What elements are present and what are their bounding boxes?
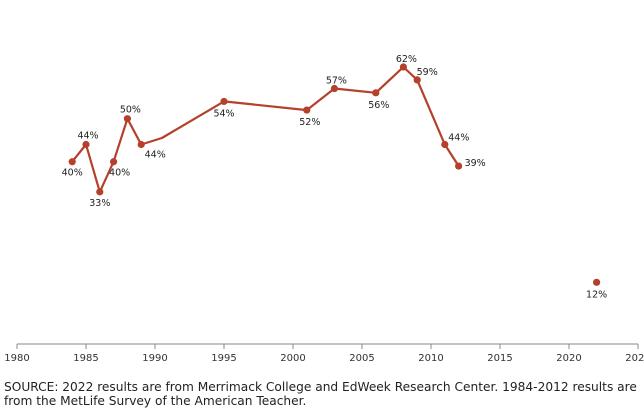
data-label: 62%	[396, 54, 417, 65]
data-point	[110, 158, 118, 166]
line-chart: 40% 44% 33% 40% 50% 44% 54% 52% 57% 56% 62%59% 44% 3…	[4, 54, 644, 364]
data-label: 59%	[417, 67, 438, 78]
data-label: 52%	[299, 117, 320, 128]
x-tick-label: 1985	[73, 353, 98, 364]
x-tick-label: 2010	[418, 353, 443, 364]
data-point	[372, 89, 380, 97]
data-point	[441, 140, 449, 149]
data-point	[399, 63, 407, 71]
data-point	[137, 140, 145, 149]
data-point	[593, 278, 601, 286]
data-point	[303, 106, 311, 114]
data-point	[330, 84, 338, 93]
x-tick-label: 1980	[4, 353, 29, 364]
data-point	[96, 188, 104, 196]
x-tick-label: 2025	[625, 353, 644, 364]
x-tick-label: 2020	[556, 353, 581, 364]
data-label: 44%	[77, 131, 98, 142]
data-label: 57%	[326, 76, 347, 87]
source-note: SOURCE: 2022 results are from Merrimack …	[4, 380, 637, 408]
x-tick-label: 2005	[349, 353, 374, 364]
data-label: 50%	[120, 105, 141, 116]
series-1: 12%	[586, 278, 607, 300]
data-label: 12%	[586, 289, 607, 300]
series-layer: 40% 44% 33% 40% 50% 44% 54% 52% 57% 56% 62%59% 44% 3…	[62, 54, 608, 300]
data-point	[82, 140, 90, 149]
x-axis: 1980 1985 1990 1995 2000 2005 2010 2015 2020 2025	[4, 343, 644, 364]
data-label: 40%	[109, 168, 130, 179]
x-tick-label: 2000	[280, 353, 305, 364]
data-point	[220, 97, 228, 106]
x-tick-label: 1995	[211, 353, 236, 364]
x-tick-label: 1990	[142, 353, 167, 364]
data-label: 54%	[213, 108, 234, 119]
data-point	[455, 162, 463, 170]
data-label: 56%	[368, 100, 389, 111]
data-label: 40%	[62, 168, 83, 179]
data-point	[123, 115, 131, 123]
data-label: 44%	[448, 133, 469, 144]
series-0: 40% 44% 33% 40% 50% 44% 54% 52% 57% 56% 62%59% 44% 3…	[62, 54, 486, 209]
data-label: 33%	[89, 198, 110, 209]
data-point	[413, 76, 421, 84]
data-label: 44%	[145, 150, 166, 161]
x-tick-label: 2015	[487, 353, 512, 364]
data-label: 39%	[465, 158, 486, 169]
data-point	[68, 158, 76, 166]
